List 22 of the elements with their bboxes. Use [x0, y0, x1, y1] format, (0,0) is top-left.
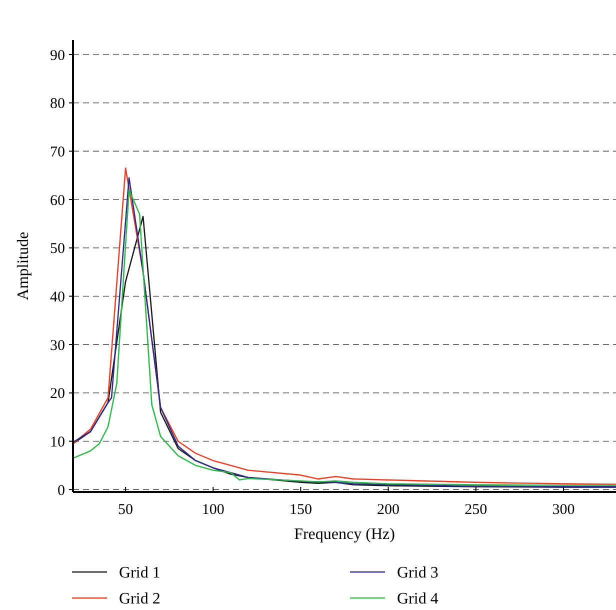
y-tick-label: 90 [50, 48, 65, 64]
legend-label: Grid 1 [119, 564, 160, 582]
x-tick-label: 200 [377, 502, 400, 518]
y-tick-label: 0 [58, 482, 65, 499]
x-axis-title: Frequency (Hz) [294, 526, 395, 543]
y-axis-title: Amplitude [15, 232, 32, 300]
x-tick-label: 300 [552, 502, 575, 518]
x-tick-label: 100 [202, 502, 224, 518]
y-tick-label: 60 [50, 192, 65, 209]
y-tick-label: 30 [50, 338, 65, 354]
legend-label: Grid 3 [397, 564, 438, 582]
x-tick-label: 150 [289, 502, 312, 518]
y-tick-label: 80 [50, 96, 65, 112]
y-tick-label: 20 [50, 386, 65, 402]
x-tick-label: 50 [118, 502, 134, 518]
y-tick-label: 50 [50, 241, 65, 258]
y-tick-label: 70 [50, 144, 65, 160]
y-tick-label: 10 [50, 434, 65, 450]
legend-label: Grid 2 [119, 590, 160, 608]
legend-label: Grid 4 [397, 590, 438, 608]
y-tick-label: 40 [50, 289, 65, 306]
x-tick-label: 250 [464, 502, 488, 518]
